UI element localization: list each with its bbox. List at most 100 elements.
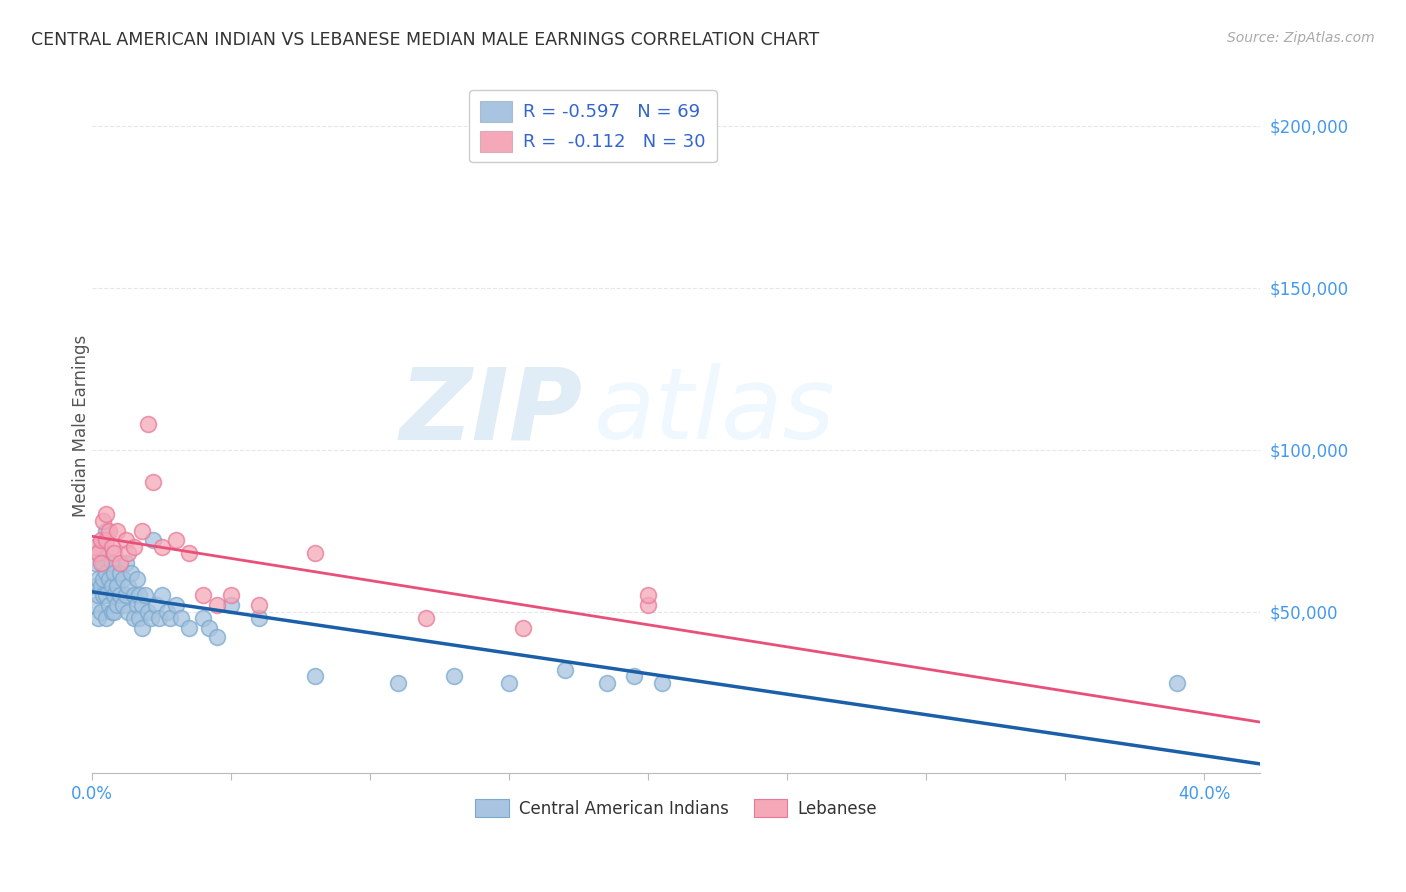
Y-axis label: Median Male Earnings: Median Male Earnings — [72, 334, 90, 516]
Point — [108, 566, 131, 580]
Point — [193, 611, 215, 625]
Point — [97, 524, 120, 538]
Point — [387, 675, 409, 690]
Point — [89, 556, 111, 570]
Point — [498, 675, 520, 690]
Point — [128, 588, 150, 602]
Point — [91, 588, 114, 602]
Point — [219, 588, 242, 602]
Point — [87, 588, 110, 602]
Point — [165, 598, 187, 612]
Point — [97, 598, 120, 612]
Point — [100, 556, 122, 570]
Point — [111, 572, 134, 586]
Text: CENTRAL AMERICAN INDIAN VS LEBANESE MEDIAN MALE EARNINGS CORRELATION CHART: CENTRAL AMERICAN INDIAN VS LEBANESE MEDI… — [31, 31, 820, 49]
Point — [136, 605, 159, 619]
Point — [94, 524, 117, 538]
Point — [219, 598, 242, 612]
Point — [114, 588, 136, 602]
Point — [84, 598, 107, 612]
Point — [114, 533, 136, 548]
Point — [117, 579, 139, 593]
Point — [108, 556, 131, 570]
Point — [91, 514, 114, 528]
Point — [165, 533, 187, 548]
Point — [415, 611, 437, 625]
Point — [103, 566, 125, 580]
Point — [87, 546, 110, 560]
Point — [637, 598, 659, 612]
Point — [142, 475, 165, 489]
Point — [100, 579, 122, 593]
Point — [142, 533, 165, 548]
Point — [207, 631, 229, 645]
Point — [134, 588, 156, 602]
Point — [150, 540, 173, 554]
Point — [128, 611, 150, 625]
Point — [623, 669, 645, 683]
Point — [170, 611, 193, 625]
Point — [87, 611, 110, 625]
Point — [198, 621, 221, 635]
Point — [94, 566, 117, 580]
Point — [94, 508, 117, 522]
Point — [179, 621, 201, 635]
Point — [247, 598, 270, 612]
Point — [150, 588, 173, 602]
Point — [304, 546, 326, 560]
Text: Source: ZipAtlas.com: Source: ZipAtlas.com — [1227, 31, 1375, 45]
Point — [108, 588, 131, 602]
Point — [117, 546, 139, 560]
Point — [125, 598, 148, 612]
Point — [1166, 675, 1188, 690]
Point — [117, 605, 139, 619]
Point — [156, 605, 179, 619]
Text: atlas: atlas — [595, 363, 837, 460]
Point — [94, 611, 117, 625]
Point — [97, 572, 120, 586]
Point — [91, 572, 114, 586]
Point — [512, 621, 534, 635]
Point — [105, 524, 128, 538]
Point — [145, 598, 167, 612]
Point — [105, 579, 128, 593]
Point — [595, 675, 617, 690]
Point — [91, 556, 114, 570]
Point — [114, 556, 136, 570]
Point — [247, 611, 270, 625]
Point — [84, 540, 107, 554]
Point — [84, 579, 107, 593]
Point — [89, 579, 111, 593]
Point — [103, 546, 125, 560]
Point — [89, 540, 111, 554]
Point — [122, 540, 145, 554]
Point — [131, 524, 153, 538]
Point — [89, 533, 111, 548]
Point — [159, 611, 181, 625]
Point — [100, 540, 122, 554]
Point — [94, 533, 117, 548]
Point — [304, 669, 326, 683]
Point — [103, 588, 125, 602]
Point — [94, 588, 117, 602]
Point — [89, 605, 111, 619]
Point — [87, 572, 110, 586]
Point — [554, 663, 576, 677]
Text: ZIP: ZIP — [399, 363, 582, 460]
Point — [443, 669, 465, 683]
Legend: Central American Indians, Lebanese: Central American Indians, Lebanese — [468, 793, 883, 824]
Point — [120, 566, 142, 580]
Point — [148, 611, 170, 625]
Point — [139, 611, 162, 625]
Point — [637, 588, 659, 602]
Point — [103, 605, 125, 619]
Point — [193, 588, 215, 602]
Point — [651, 675, 673, 690]
Point — [122, 611, 145, 625]
Point — [125, 572, 148, 586]
Point — [136, 417, 159, 431]
Point — [131, 598, 153, 612]
Point — [100, 605, 122, 619]
Point — [122, 588, 145, 602]
Point — [131, 621, 153, 635]
